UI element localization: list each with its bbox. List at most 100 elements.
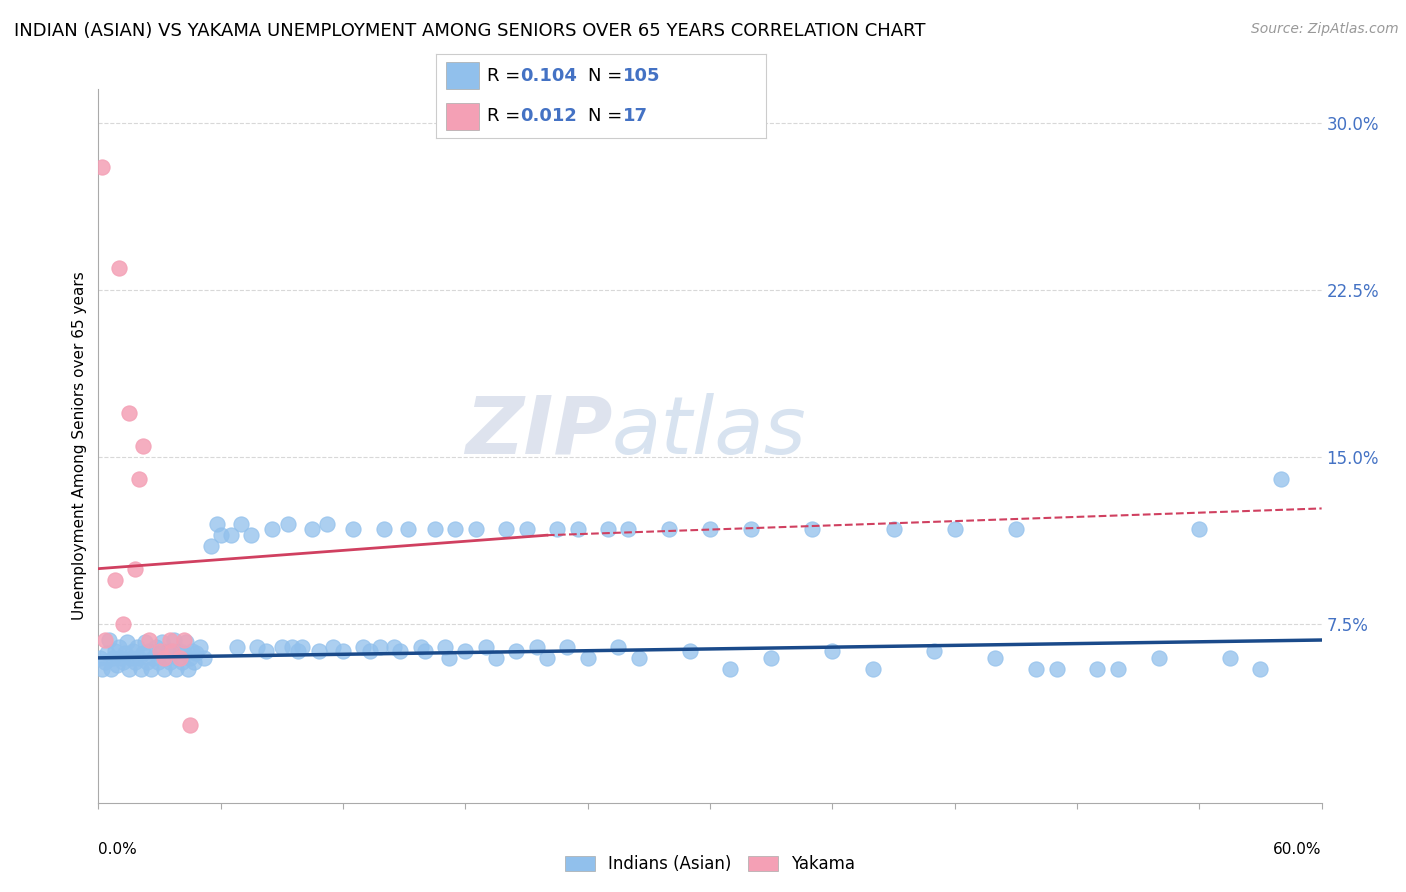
Point (240, 528, 263, 542)
Point (516, 521, 538, 535)
Point (396, 521, 419, 535)
Point (93, 633, 115, 648)
Point (127, 640, 149, 654)
Text: 0.104: 0.104 (520, 67, 576, 85)
Point (114, 646, 136, 660)
Point (315, 517, 337, 532)
Point (598, 521, 620, 535)
Point (368, 640, 391, 654)
Text: N =: N = (588, 107, 628, 125)
Point (160, 644, 183, 658)
Point (118, 662, 141, 676)
Point (104, 573, 127, 587)
Point (423, 521, 446, 535)
Point (1045, 662, 1069, 676)
Point (342, 521, 364, 535)
Point (254, 644, 277, 658)
Point (152, 662, 174, 676)
Point (108, 260, 131, 275)
Point (160, 646, 183, 660)
Point (205, 517, 228, 532)
Point (179, 651, 201, 665)
Point (177, 662, 200, 676)
Point (627, 651, 650, 665)
Point (165, 662, 187, 676)
Point (134, 635, 156, 649)
Y-axis label: Unemployment Among Seniors over 65 years: Unemployment Among Seniors over 65 years (72, 272, 87, 620)
Point (382, 640, 405, 654)
Point (111, 617, 134, 632)
Point (155, 651, 177, 665)
Point (124, 655, 146, 669)
Point (546, 521, 568, 535)
Point (555, 640, 579, 654)
Point (118, 405, 141, 419)
Point (454, 644, 477, 658)
Point (138, 644, 160, 658)
Point (91, 160, 114, 174)
Point (156, 644, 179, 658)
Point (444, 521, 467, 535)
Point (146, 655, 169, 669)
Point (1188, 521, 1211, 535)
Point (373, 521, 395, 535)
Point (567, 521, 589, 535)
Point (464, 521, 486, 535)
Point (352, 640, 374, 654)
Point (389, 644, 412, 658)
Point (1270, 472, 1292, 486)
Text: 60.0%: 60.0% (1274, 842, 1322, 857)
Text: R =: R = (486, 107, 526, 125)
Point (100, 662, 122, 676)
Point (474, 640, 498, 654)
Point (246, 640, 269, 654)
Point (291, 640, 314, 654)
Point (129, 662, 152, 676)
Point (740, 521, 762, 535)
Point (526, 640, 548, 654)
Point (169, 651, 191, 665)
Point (943, 521, 966, 535)
Point (301, 521, 323, 535)
Bar (446, 62, 479, 89)
Point (332, 644, 354, 658)
Text: ZIP: ZIP (465, 392, 612, 471)
Point (883, 521, 905, 535)
Point (277, 517, 299, 532)
Point (718, 662, 742, 676)
Point (93, 655, 115, 669)
Point (159, 655, 181, 669)
Point (115, 635, 138, 649)
Point (413, 644, 436, 658)
Point (281, 640, 304, 654)
Bar (446, 103, 479, 130)
Point (359, 644, 381, 658)
Point (270, 640, 294, 654)
Point (193, 651, 215, 665)
Point (136, 655, 159, 669)
Point (145, 640, 167, 654)
Point (142, 651, 165, 665)
Point (1004, 521, 1026, 535)
Point (150, 635, 173, 649)
Text: R =: R = (486, 67, 526, 85)
Point (576, 651, 599, 665)
Point (1219, 651, 1241, 665)
Point (679, 644, 702, 658)
Point (485, 651, 508, 665)
Text: 0.012: 0.012 (520, 107, 576, 125)
Point (110, 651, 132, 665)
Point (104, 644, 127, 658)
Point (128, 472, 150, 486)
Point (97, 633, 120, 648)
Point (1085, 662, 1108, 676)
Point (761, 651, 783, 665)
Point (132, 439, 155, 453)
Text: INDIAN (ASIAN) VS YAKAMA UNEMPLOYMENT AMONG SENIORS OVER 65 YEARS CORRELATION CH: INDIAN (ASIAN) VS YAKAMA UNEMPLOYMENT AM… (14, 22, 925, 40)
Point (163, 633, 186, 648)
Point (91, 662, 114, 676)
Point (128, 651, 150, 665)
Point (434, 640, 457, 654)
Point (169, 644, 191, 658)
Point (1249, 662, 1271, 676)
